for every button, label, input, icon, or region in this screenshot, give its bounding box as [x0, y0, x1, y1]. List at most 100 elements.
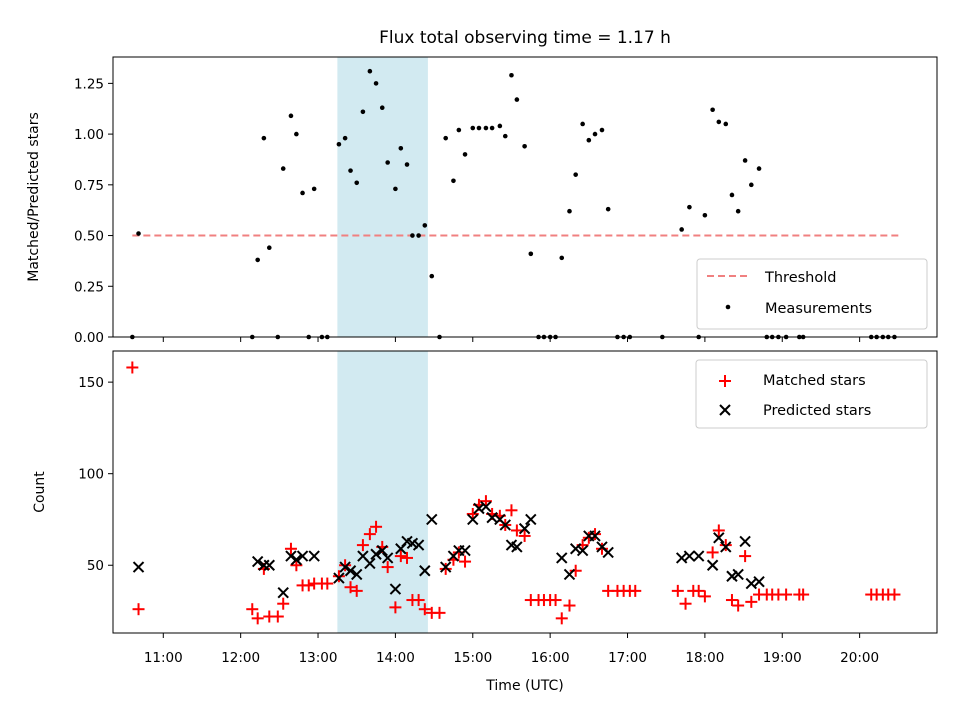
predicted-star-marker: [739, 535, 751, 548]
top-shaded-region: [337, 57, 428, 337]
bottom-y-tick-label: 150: [78, 375, 104, 391]
measurement-point: [567, 208, 572, 214]
measurement-point: [342, 135, 348, 141]
measurement-point: [379, 105, 385, 111]
predicted-star-marker: [683, 550, 696, 562]
predicted-star-marker: [364, 557, 376, 570]
measurement-point: [456, 127, 462, 133]
matched-star-marker: [466, 507, 479, 520]
matched-star-marker: [698, 590, 711, 603]
matched-star-marker: [459, 555, 472, 568]
measurement-point: [522, 143, 527, 149]
measurement-point: [735, 208, 741, 214]
predicted-star-marker: [473, 502, 485, 515]
top-shaded-band: [337, 57, 428, 337]
predicted-star-marker: [381, 552, 394, 564]
predicted-star-marker: [589, 530, 601, 542]
predicted-star-marker: [308, 550, 320, 562]
predicted-star-marker: [556, 552, 568, 564]
matched-star-marker: [692, 584, 705, 597]
measurement-point: [367, 68, 373, 74]
predicted-star-marker: [732, 568, 744, 581]
matched-star-marker: [739, 550, 752, 563]
matched-star-marker: [797, 588, 810, 601]
measurement-point: [476, 125, 482, 131]
matched-star-marker: [439, 562, 452, 575]
measurement-point: [385, 160, 390, 165]
top-ticks: 0.00 0.25 0.50 0.75 1.00 1.25: [74, 76, 861, 346]
predicted-star-marker: [569, 543, 582, 555]
predicted-star-marker: [370, 548, 382, 560]
measurement-point: [266, 245, 272, 251]
matched-star-marker: [629, 584, 642, 597]
matched-star-marker: [732, 599, 745, 612]
matched-star-marker: [126, 361, 139, 374]
predicted-star-marker: [563, 568, 576, 581]
measurement-point: [429, 273, 435, 279]
top-y-tick-label: 0.00: [74, 330, 104, 346]
measurement-point: [514, 97, 520, 102]
predicted-star-marker: [602, 546, 614, 559]
measurement-point: [422, 223, 428, 228]
measurement-point: [599, 127, 605, 133]
measurement-point: [687, 204, 692, 210]
measurement-point: [573, 172, 578, 177]
measurement-point: [255, 257, 260, 263]
measurement-point: [580, 121, 585, 127]
measurement-point: [393, 186, 398, 192]
measurement-point: [679, 227, 684, 232]
bottom-x-tick-label: 15:00: [453, 650, 492, 666]
matched-star-marker: [712, 524, 725, 537]
matched-star-marker: [370, 520, 383, 533]
matched-star-marker: [549, 594, 562, 607]
matched-star-marker: [350, 584, 363, 597]
measurements-legend-swatch: [725, 304, 731, 310]
chart-title: Flux total observing time = 1.17 h: [379, 28, 671, 48]
bottom-y-tick-label: 100: [78, 467, 104, 483]
measurement-point: [354, 180, 360, 186]
predicted-star-marker: [692, 550, 705, 562]
predicted-star-marker: [467, 513, 479, 526]
matched-star-marker: [505, 504, 518, 517]
bottom-x-tick-label: 18:00: [685, 650, 724, 666]
matched-star-marker: [401, 551, 414, 564]
measurement-point: [716, 119, 722, 125]
bottom-x-tick-label: 17:00: [608, 650, 647, 666]
predicted-legend-label: Predicted stars: [763, 403, 871, 419]
matched-star-marker: [284, 542, 297, 555]
measurement-point: [410, 233, 415, 238]
predicted-star-marker: [480, 500, 492, 513]
predicted-star-marker: [296, 550, 309, 562]
top-plot-frame: [112, 56, 938, 338]
predicted-star-marker: [439, 561, 452, 573]
matched-star-marker: [271, 610, 284, 623]
predicted-star-marker: [576, 544, 589, 557]
measurement-point: [311, 186, 317, 192]
predicted-star-marker: [419, 565, 431, 577]
predicted-star-marker: [277, 587, 289, 599]
measurement-point: [416, 233, 421, 238]
matched-star-marker: [569, 564, 582, 577]
matched-star-marker: [302, 579, 315, 592]
bottom-ticks: 50 100 150 11:00 12:00 13:00 14:00 15:00 16:00 17…: [78, 375, 879, 666]
measurement-point: [336, 141, 342, 147]
predicted-star-marker: [251, 555, 264, 568]
predicted-star-marker: [132, 561, 145, 573]
measurement-point: [723, 121, 729, 127]
matched-star-marker: [595, 542, 608, 555]
predicted-star-marker: [753, 576, 765, 588]
predicted-star-marker: [459, 544, 471, 557]
measurement-point: [559, 255, 565, 261]
bottom-legend: Matched stars Predicted stars: [695, 359, 928, 429]
matched-star-marker: [563, 599, 576, 612]
measurement-point: [528, 251, 534, 257]
bottom-panel: 50 100 150 11:00 12:00 13:00 14:00 15:00 16:00 17…: [32, 350, 938, 694]
matched-star-marker: [356, 539, 369, 552]
matched-star-marker: [706, 546, 719, 559]
matched-star-marker: [671, 584, 684, 597]
measurement-point: [483, 125, 489, 131]
matched-star-marker: [725, 594, 738, 607]
matched-star-marker: [277, 597, 290, 610]
measurement-point: [443, 135, 448, 141]
